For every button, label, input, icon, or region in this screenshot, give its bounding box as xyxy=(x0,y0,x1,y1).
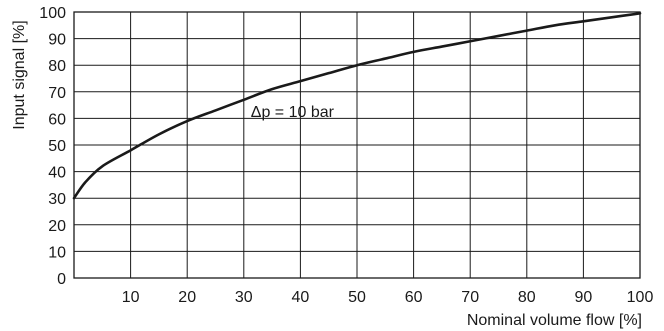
x-tick-label: 90 xyxy=(575,289,593,306)
x-tick-label: 100 xyxy=(627,289,654,306)
grid xyxy=(74,12,640,278)
y-axis-title: Input signal [%] xyxy=(11,20,28,129)
y-tick-label: 30 xyxy=(48,191,66,208)
y-tick-label: 90 xyxy=(48,32,66,49)
x-tick-label: 50 xyxy=(348,289,366,306)
x-tick-label: 30 xyxy=(235,289,253,306)
x-tick-label: 40 xyxy=(292,289,310,306)
plot-frame xyxy=(73,11,641,279)
y-tick-label: 40 xyxy=(48,165,66,182)
y-tick-label: 0 xyxy=(57,271,66,288)
tick-labels: 0 10 20 30 40 50 60 70 80 90 100 10 20 30 40 50 60 70 80 90… xyxy=(39,5,653,306)
y-tick-label: 50 xyxy=(48,138,66,155)
annotation-label: Δp = 10 bar xyxy=(251,104,335,121)
y-tick-label: 80 xyxy=(48,58,66,75)
x-tick-label: 20 xyxy=(178,289,196,306)
x-tick-label: 70 xyxy=(461,289,479,306)
series-line xyxy=(72,12,642,200)
y-tick-label: 70 xyxy=(48,85,66,102)
y-tick-label: 60 xyxy=(48,111,66,128)
x-tick-label: 60 xyxy=(405,289,423,306)
x-axis-title: Nominal volume flow [%] xyxy=(467,312,642,329)
y-tick-label: 100 xyxy=(39,5,66,22)
y-tick-label: 20 xyxy=(48,218,66,235)
x-tick-label: 10 xyxy=(122,289,140,306)
y-tick-label: 10 xyxy=(48,244,66,261)
series-layer xyxy=(72,12,642,200)
x-tick-label: 80 xyxy=(518,289,536,306)
